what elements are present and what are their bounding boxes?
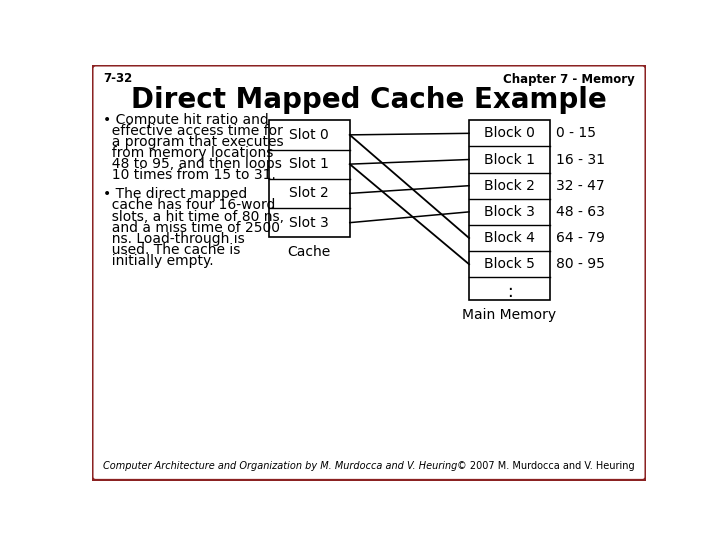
Text: • The direct mapped: • The direct mapped xyxy=(104,187,248,201)
Text: Block 1: Block 1 xyxy=(484,152,535,166)
Text: .: . xyxy=(507,276,513,294)
Text: Slot 2: Slot 2 xyxy=(289,186,329,200)
Text: © 2007 M. Murdocca and V. Heuring: © 2007 M. Murdocca and V. Heuring xyxy=(457,461,634,471)
Text: Chapter 7 - Memory: Chapter 7 - Memory xyxy=(503,72,634,85)
Text: Slot 0: Slot 0 xyxy=(289,128,329,142)
Text: 32 - 47: 32 - 47 xyxy=(556,179,605,193)
Text: slots, a hit time of 80 ns,: slots, a hit time of 80 ns, xyxy=(104,210,284,224)
Bar xyxy=(469,120,550,300)
Text: • Compute hit ratio and: • Compute hit ratio and xyxy=(104,112,269,126)
Text: effective access time for: effective access time for xyxy=(104,124,283,138)
Text: 10 times from 15 to 31.: 10 times from 15 to 31. xyxy=(104,168,276,183)
Text: Slot 3: Slot 3 xyxy=(289,215,329,230)
Text: .: . xyxy=(507,283,513,301)
Text: cache has four 16-word: cache has four 16-word xyxy=(104,198,276,212)
FancyBboxPatch shape xyxy=(92,65,647,481)
Text: 48 to 95, and then loops: 48 to 95, and then loops xyxy=(104,157,282,171)
Text: Computer Architecture and Organization by M. Murdocca and V. Heuring: Computer Architecture and Organization b… xyxy=(104,461,458,471)
Text: a program that executes: a program that executes xyxy=(104,135,284,149)
Text: used. The cache is: used. The cache is xyxy=(104,243,240,257)
Bar xyxy=(269,120,350,237)
Text: Block 2: Block 2 xyxy=(484,179,535,193)
Text: ns. Load-through is: ns. Load-through is xyxy=(104,232,245,246)
Text: Main Memory: Main Memory xyxy=(462,308,557,322)
Text: Block 4: Block 4 xyxy=(484,231,535,245)
Text: 7-32: 7-32 xyxy=(104,72,132,85)
Text: Block 3: Block 3 xyxy=(484,205,535,219)
Text: initially empty.: initially empty. xyxy=(104,254,214,268)
Text: 80 - 95: 80 - 95 xyxy=(556,257,605,271)
Text: Direct Mapped Cache Example: Direct Mapped Cache Example xyxy=(131,86,607,114)
Text: from memory locations: from memory locations xyxy=(104,146,274,160)
Text: 16 - 31: 16 - 31 xyxy=(556,152,605,166)
Text: Block 5: Block 5 xyxy=(484,257,535,271)
Text: Cache: Cache xyxy=(288,245,331,259)
Text: 0 - 15: 0 - 15 xyxy=(556,126,596,140)
Text: Block 0: Block 0 xyxy=(484,126,535,140)
Text: Slot 1: Slot 1 xyxy=(289,157,329,171)
Text: 48 - 63: 48 - 63 xyxy=(556,205,605,219)
Text: 64 - 79: 64 - 79 xyxy=(556,231,605,245)
Text: and a miss time of 2500: and a miss time of 2500 xyxy=(104,221,280,235)
